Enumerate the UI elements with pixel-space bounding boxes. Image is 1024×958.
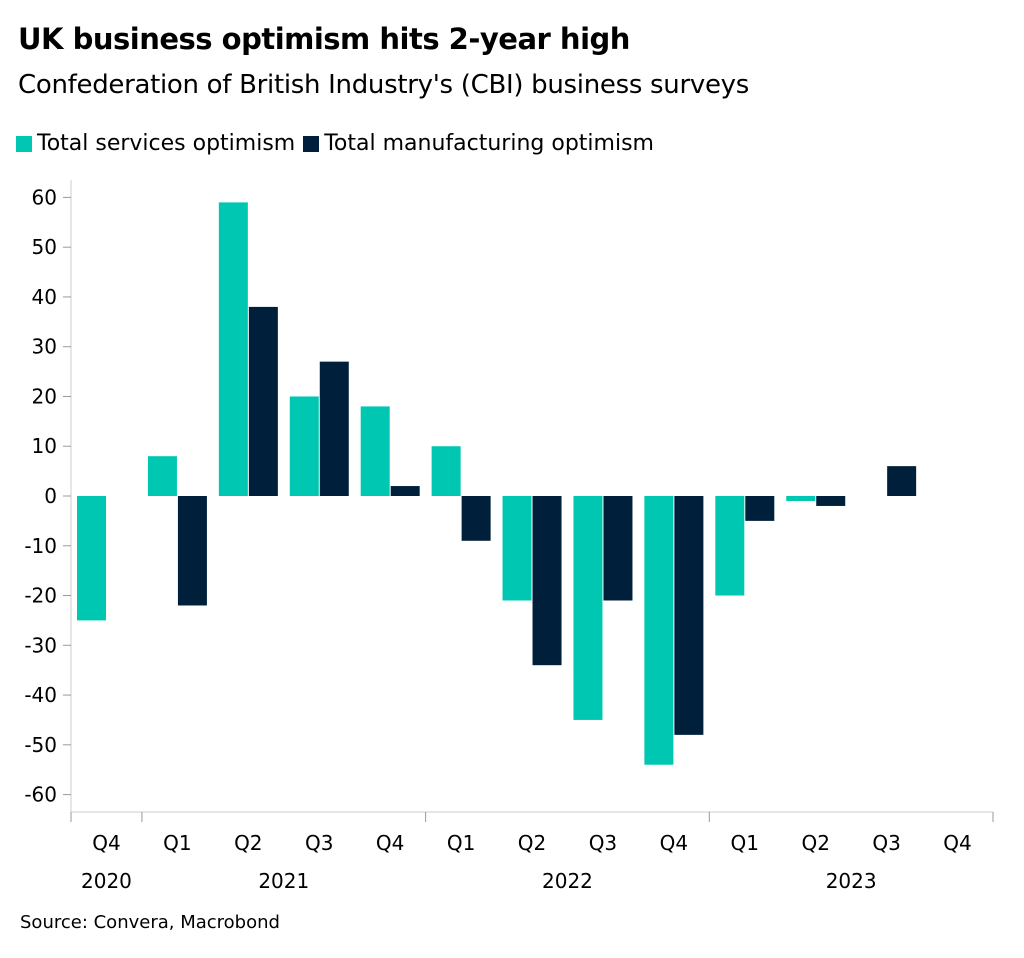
bar-services [77, 496, 106, 621]
bar-manufacturing [887, 466, 917, 496]
x-year-label: 2022 [542, 869, 593, 893]
y-tick-label: 20 [32, 384, 57, 408]
bar-manufacturing [674, 496, 704, 735]
bar-services [786, 496, 816, 501]
y-tick-label: 40 [32, 285, 57, 309]
bar-manufacturing [532, 496, 562, 666]
legend-swatch-manufacturing [303, 135, 320, 152]
y-tick-label: 50 [32, 235, 57, 259]
x-year-label: 2020 [81, 869, 132, 893]
x-tick-label: Q4 [660, 831, 688, 855]
bar-manufacturing [603, 496, 633, 601]
source-note: Source: Convera, Macrobond [20, 912, 280, 933]
y-tick-label: 30 [32, 335, 57, 359]
bar-services [644, 496, 674, 765]
y-tick-label: -50 [24, 733, 57, 757]
x-tick-label: Q1 [163, 831, 191, 855]
y-tick-label: -60 [24, 783, 57, 807]
bar-services [289, 396, 319, 496]
legend-swatch-services [16, 135, 32, 152]
y-tick-label: 10 [32, 434, 57, 458]
bar-services [715, 496, 745, 596]
y-tick-label: 0 [44, 484, 57, 508]
bar-services [147, 456, 177, 496]
y-tick-label: -10 [24, 534, 57, 558]
y-tick-label: -30 [24, 633, 57, 657]
legend: Total services optimism Total manufactur… [16, 131, 662, 156]
bar-manufacturing [816, 496, 846, 506]
bar-manufacturing [390, 486, 420, 496]
bar-manufacturing [177, 496, 207, 606]
legend-item-services: Total services optimism [16, 131, 295, 156]
x-tick-label: Q2 [801, 831, 829, 855]
bar-manufacturing [248, 306, 278, 496]
y-tick-label: -20 [24, 584, 57, 608]
x-tick-label: Q3 [305, 831, 333, 855]
legend-label-services: Total services optimism [37, 131, 296, 156]
legend-label-manufacturing: Total manufacturing optimism [324, 131, 654, 156]
chart-title: UK business optimism hits 2-year high [18, 22, 630, 56]
x-tick-label: Q3 [872, 831, 900, 855]
y-tick-label: 60 [32, 185, 57, 209]
bar-manufacturing [461, 496, 491, 541]
x-year-label: 2021 [258, 869, 309, 893]
x-tick-label: Q3 [589, 831, 617, 855]
bar-services [573, 496, 603, 720]
x-tick-label: Q2 [234, 831, 262, 855]
x-tick-label: Q4 [376, 831, 404, 855]
x-tick-label: Q4 [943, 831, 971, 855]
bar-manufacturing [745, 496, 775, 521]
x-tick-label: Q1 [447, 831, 475, 855]
bar-services [360, 406, 390, 496]
bar-manufacturing [319, 361, 349, 496]
chart-subtitle: Confederation of British Industry's (CBI… [18, 70, 749, 100]
bar-services [502, 496, 532, 601]
x-tick-label: Q4 [92, 831, 120, 855]
legend-item-manufacturing: Total manufacturing optimism [303, 131, 654, 156]
y-tick-label: -40 [24, 683, 57, 707]
x-year-label: 2023 [826, 869, 877, 893]
x-tick-label: Q2 [518, 831, 546, 855]
bar-services [431, 446, 461, 496]
bar-services [218, 202, 248, 496]
x-tick-label: Q1 [731, 831, 759, 855]
